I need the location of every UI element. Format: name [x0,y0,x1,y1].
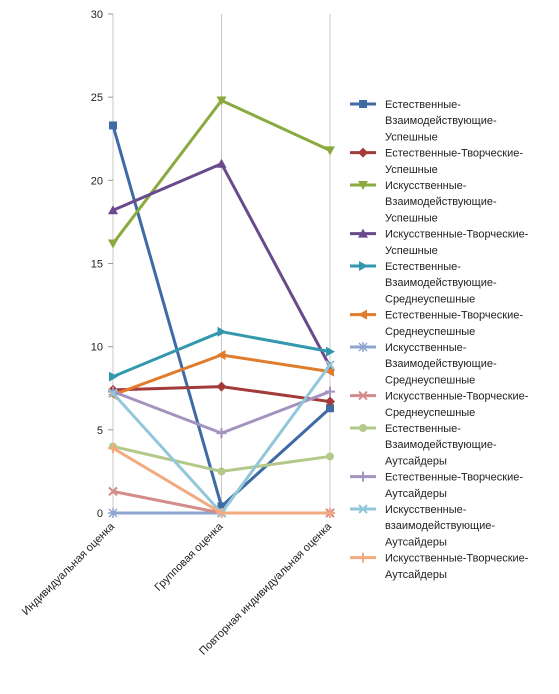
legend-label: Естественные-Творческие- [385,148,523,160]
legend-label: Среднеуспешные [385,374,475,386]
legend-label: Аутсайдеры [385,536,447,548]
data-point-marker [109,121,117,130]
y-tick-label: 20 [91,175,103,187]
series-5 [109,326,335,382]
legend-item: Искусственные-взаимодействующие- Аутсайде… [350,504,495,548]
data-point-marker [326,452,334,461]
legend-label: Среднеуспешные [385,326,475,338]
legend-marker [358,309,367,320]
data-point-marker [326,346,335,357]
legend-label: Искусственные- [385,342,467,354]
legend-item: Естественные- Взаимодействующие- Успешные [350,99,497,143]
legend-label: Искусственные-Творческие- [385,229,529,241]
legend-item: Искусственные-Творческие- Среднеуспешные [350,391,529,419]
legend-marker [359,261,368,271]
legend-label: Естественные- [385,99,461,111]
legend-item: Естественные-Творческие- Успешные [350,147,523,176]
data-point-marker [326,404,334,413]
data-point-marker [108,486,118,497]
legend-label: взаимодействующие- [385,520,495,532]
y-tick-label: 10 [91,342,103,354]
legend-item: Естественные- Взаимодействующие- Аутсайдер… [350,423,497,467]
legend-label: Искусственные- [385,180,467,192]
legend-marker [358,504,368,514]
data-point-marker [216,349,226,360]
legend-label: Естественные-Творческие- [385,472,523,484]
legend-label: Успешные [385,131,438,143]
legend-label: Искусственные-Творческие- [385,391,529,403]
legend-item: Искусственные-Творческие- Аутсайдеры [350,553,529,581]
legend-label: Взаимодействующие- [385,277,497,289]
data-point-marker [108,239,118,249]
legend-item: Естественные-Творческие- Среднеуспешные [350,309,523,338]
legend-label: Естественные- [385,261,461,273]
y-tick-label: 5 [97,425,103,437]
legend-marker [359,100,367,108]
legend-marker [358,147,368,158]
legend-item: Искусственные-Творческие- Успешные [350,228,529,257]
legend-label: Взаимодействующие- [385,196,497,208]
legend-label: Среднеуспешные [385,293,475,305]
legend-label: Успешные [385,212,438,224]
data-point-marker [108,443,118,454]
legend-item: Естественные- Взаимодействующие- Среднеусп… [350,261,497,305]
legend-label: Успешные [385,245,438,257]
x-tick-label: Групповая оценка [153,520,227,594]
legend-label: Взаимодействующие- [385,115,497,127]
data-point-marker [216,158,227,168]
legend-marker [358,228,368,238]
data-point-marker [216,96,227,106]
data-point-marker [109,371,118,382]
y-axis-ticks: 0 5 10 15 20 25 30 [91,9,113,520]
legend-marker [358,552,368,563]
legend: Естественные-Взаимодействующие-УспешныеЕ… [350,99,529,581]
legend-label: Взаимодействующие- [385,439,497,451]
x-tick-label: Индивидуальная оценка [20,520,118,618]
legend-item: Естественные-Творческие- Аутсайдеры [350,471,523,500]
data-point-marker [325,396,335,407]
x-axis-ticks: Индивидуальная оценка Групповая оценкаПов… [20,513,335,658]
data-point-marker [217,326,227,337]
data-point-marker [325,386,335,397]
x-tick-label: Повторная индивидуальная оценка [197,520,335,658]
legend-marker [358,471,368,482]
legend-label: Аутсайдеры [385,569,447,581]
legend-label: Естественные- [385,423,461,435]
y-tick-label: 25 [91,92,103,104]
data-point-marker [325,360,335,370]
data-point-marker [217,467,226,476]
data-point-marker [216,381,227,392]
series-10 [108,386,335,439]
data-point-marker [108,388,118,398]
series-1 [109,121,334,511]
data-point-marker [325,146,335,156]
legend-item: Искусственные- Взаимодействующие- Среднеус… [350,342,497,386]
series-group [108,96,335,518]
legend-marker [358,390,368,401]
data-point-marker [216,508,227,518]
data-point-marker [325,508,335,518]
legend-label: Естественные-Творческие- [385,310,523,322]
legend-marker [359,424,367,432]
data-point-marker [108,508,118,518]
legend-label: Аутсайдеры [385,488,447,500]
data-point-marker [217,502,226,511]
legend-marker [358,342,368,352]
series-12 [108,443,335,518]
y-tick-label: 15 [91,259,103,271]
data-point-marker [216,428,227,439]
y-tick-label: 0 [97,508,103,520]
legend-label: Искусственные-Творческие- [385,553,529,565]
legend-label: Аутсайдеры [385,455,447,467]
data-point-marker [108,205,118,215]
legend-marker [358,181,368,190]
data-point-marker [325,366,334,377]
legend-item: Искусственные- Взаимодействующие- Успешные [350,180,497,224]
legend-label: Среднеуспешные [385,407,475,419]
legend-label: Искусственные- [385,504,467,516]
legend-label: Взаимодействующие- [385,358,497,370]
legend-label: Успешные [385,164,438,176]
y-tick-label: 30 [91,9,103,21]
